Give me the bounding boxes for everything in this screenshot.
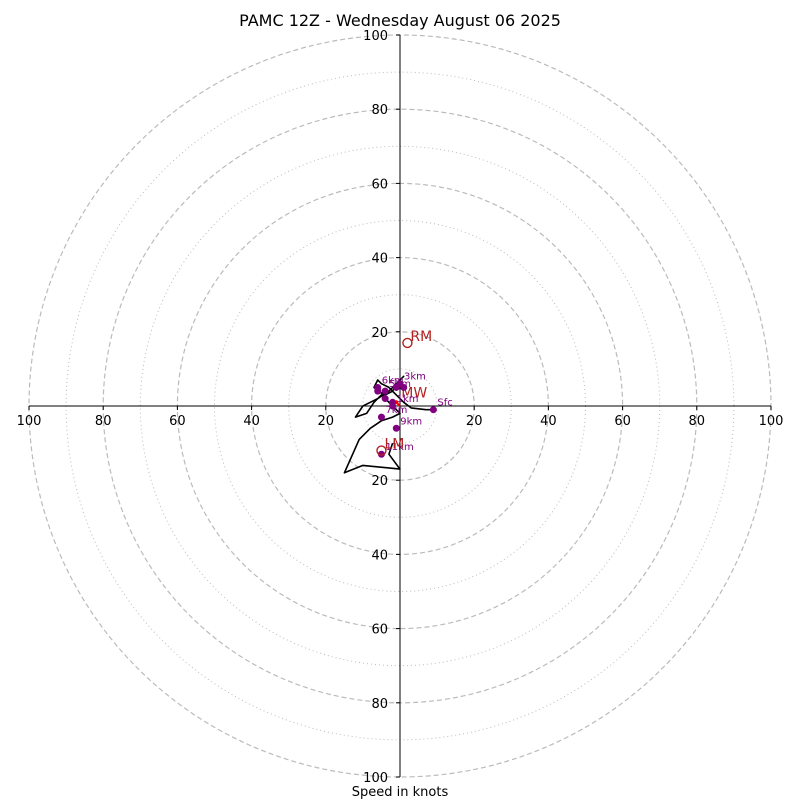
y-tick-label: 60 [371,623,388,638]
height-point-11km [377,450,385,458]
tick-labels: 20 20 20 20 40 40 40 40 60 60 60 60 80 80 80 80 100 100 10… [17,29,784,786]
mean-wind-label: MW [401,385,427,401]
height-point-9km [392,424,400,432]
height-point [381,395,389,403]
height-point-sfc [429,406,437,414]
x-tick-label: 20 [318,414,335,429]
storm-motion-rm [402,337,413,349]
y-tick-label: 40 [371,252,388,267]
height-label-sfc: Sfc [437,398,452,409]
y-tick-label: 60 [371,177,388,192]
hodograph-line [343,375,434,474]
storm-motion-label-rm: RM [410,329,432,345]
y-tick-label: 80 [371,697,388,712]
y-tick-label: 20 [371,326,388,341]
y-tick-label: 20 [371,474,388,489]
x-tick-label: 100 [17,414,42,429]
height-point-5km [381,387,389,395]
height-point-6km [374,383,382,391]
height-label-1km: 1km [397,394,419,405]
storm-motion-label-lm: LM [384,437,404,453]
y-tick-label: 80 [371,103,388,118]
height-label-9km: 9km [400,416,422,427]
storm-motion-markers: RM LM [376,329,432,456]
x-tick-label: 80 [689,414,706,429]
height-point-7km [377,413,385,421]
height-point-1km [389,402,397,410]
y-tick-label: 100 [363,771,388,786]
x-tick-label: 80 [95,414,112,429]
height-point-3km [396,380,404,388]
height-label-5km: 5km [389,379,411,390]
y-tick-label: 40 [371,548,388,563]
x-tick-label: 60 [169,414,186,429]
height-label-11km: 11km [385,442,413,453]
height-label-7km: 7km [385,405,407,416]
height-label-3km: 3km [404,372,426,383]
x-tick-label: 20 [466,414,483,429]
x-tick-label: 60 [614,414,631,429]
y-tick-label: 100 [363,29,388,44]
wind-trace: MW [343,375,434,474]
chart-title: PAMC 12Z - Wednesday August 06 2025 [239,11,561,30]
x-tick-label: 40 [540,414,557,429]
x-tick-label: 100 [759,414,784,429]
storm-motion-lm [376,445,387,456]
height-label-6km: 6km [382,375,404,386]
x-tick-label: 40 [243,414,260,429]
x-axis-label: Speed in knots [352,785,449,800]
